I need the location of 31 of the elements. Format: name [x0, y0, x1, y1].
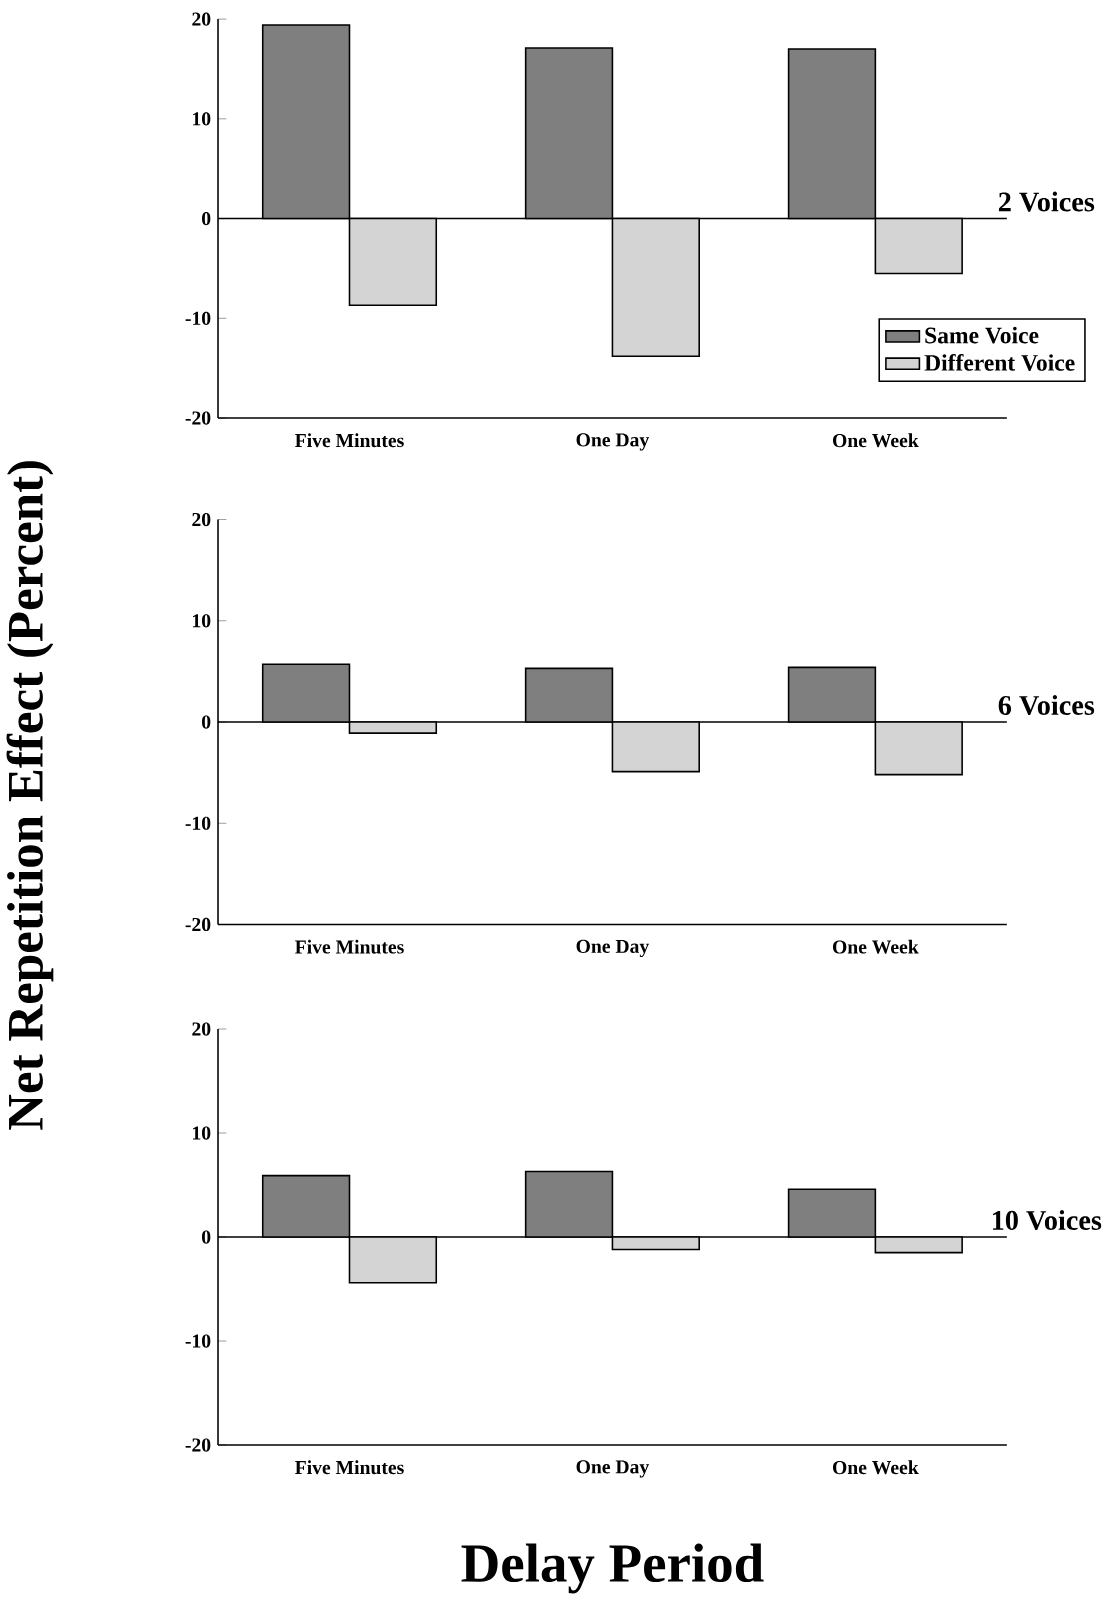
x-tick-label: One Day: [576, 1460, 649, 1478]
x-axis-title: Delay Period: [461, 1543, 764, 1594]
legend-label: Different Voice: [924, 353, 1075, 371]
y-tick-label: -20: [185, 411, 211, 425]
x-tick-label: One Day: [576, 433, 649, 451]
y-tick-label: 0: [201, 715, 211, 729]
y-tick-label: 10: [192, 112, 211, 126]
x-tick-label: Five Minutes: [294, 1460, 404, 1475]
x-tick-label: One Day: [576, 939, 649, 958]
y-tick-label: 20: [192, 12, 211, 26]
x-tick-label: Five Minutes: [294, 433, 404, 448]
x-tick-label: One Week: [832, 939, 919, 954]
ref-line-label: 2 Voices: [998, 191, 1094, 212]
y-tick-label: 10: [192, 614, 211, 628]
y-tick-label: 20: [192, 512, 211, 527]
y-tick-label: 20: [192, 1022, 211, 1036]
x-tick-label: Five Minutes: [294, 939, 404, 954]
y-tick-label: 10: [192, 1126, 211, 1140]
y-tick-label: 0: [201, 1230, 211, 1244]
y-tick-label: -10: [185, 816, 211, 830]
y-tick-label: -20: [185, 1438, 211, 1452]
ref-line-label: 6 Voices: [998, 695, 1094, 716]
y-axis-title: Net Repetition Effect (Percent): [6, 461, 54, 1130]
y-tick-label: -20: [185, 917, 211, 932]
y-tick-label: 0: [201, 211, 211, 226]
ref-line-label: 10 Voices: [992, 1210, 1102, 1231]
y-tick-label: -10: [185, 1334, 211, 1348]
x-tick-label: One Week: [832, 1460, 919, 1475]
y-tick-label: -10: [185, 311, 211, 325]
x-tick-label: One Week: [832, 433, 919, 448]
legend-label: Same Voice: [925, 326, 1039, 344]
